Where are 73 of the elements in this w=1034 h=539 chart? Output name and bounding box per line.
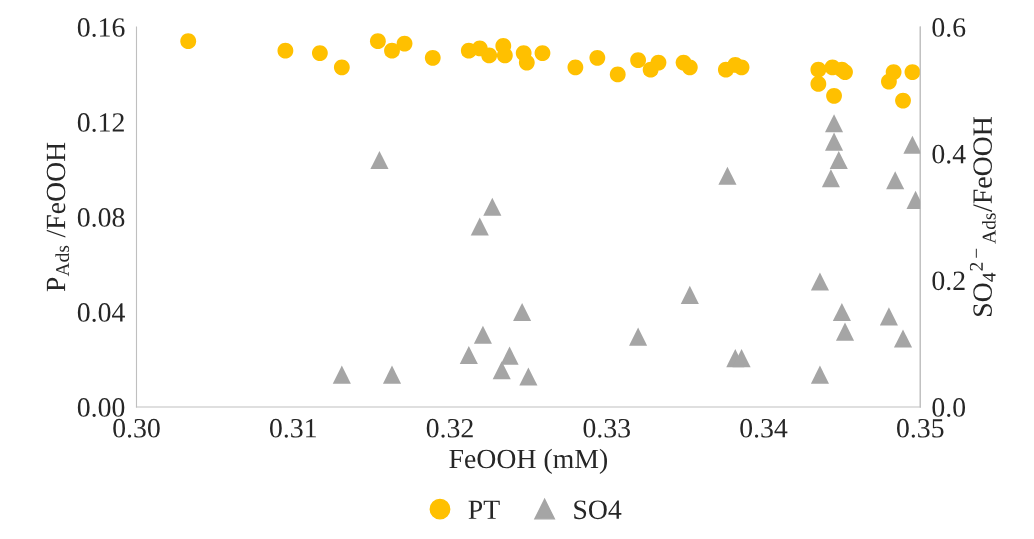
x-tick-label: 0.35 bbox=[897, 418, 944, 438]
point bbox=[496, 47, 513, 64]
point bbox=[500, 346, 519, 365]
y-tick-label: 0.16 bbox=[77, 18, 125, 37]
y2-tick-label: 0.0 bbox=[932, 398, 966, 417]
point bbox=[332, 365, 351, 384]
point bbox=[879, 307, 898, 326]
point bbox=[824, 114, 844, 133]
point bbox=[567, 59, 584, 76]
point bbox=[369, 33, 386, 50]
point bbox=[681, 59, 698, 76]
point bbox=[483, 197, 502, 216]
point bbox=[513, 302, 532, 321]
point bbox=[733, 59, 750, 76]
point bbox=[835, 322, 855, 341]
y-tick-label: 0.08 bbox=[77, 208, 125, 227]
point bbox=[904, 64, 921, 80]
point bbox=[650, 54, 667, 71]
point bbox=[895, 92, 911, 109]
y2-tick-label: 0.4 bbox=[932, 144, 966, 164]
point bbox=[810, 365, 829, 384]
x-tick-label: 0.32 bbox=[426, 418, 473, 438]
point bbox=[333, 59, 350, 76]
point bbox=[311, 45, 328, 61]
y-tick-label: 0.04 bbox=[77, 303, 125, 322]
point bbox=[609, 66, 626, 83]
point bbox=[810, 61, 827, 78]
point bbox=[396, 35, 413, 52]
point bbox=[629, 327, 648, 346]
point bbox=[424, 49, 441, 66]
x-tick-label: 0.33 bbox=[583, 418, 630, 438]
point bbox=[382, 365, 402, 384]
point bbox=[810, 76, 827, 92]
point bbox=[732, 349, 751, 368]
point bbox=[680, 285, 699, 304]
point bbox=[824, 132, 844, 151]
y2-axis-title: SO$_{4}$$^{2−}$$_{Ads}$/FeOOH bbox=[969, 117, 996, 316]
point bbox=[903, 135, 921, 154]
y-axis-title: P$_{Ads}$ /FeOOH bbox=[46, 142, 70, 292]
point bbox=[534, 45, 551, 61]
x-tick-label: 0.31 bbox=[270, 418, 316, 438]
point bbox=[370, 150, 389, 169]
point bbox=[826, 87, 842, 104]
legend-label: SO4 bbox=[574, 500, 622, 520]
point bbox=[481, 47, 498, 64]
point bbox=[470, 217, 489, 236]
point bbox=[180, 33, 197, 50]
point bbox=[630, 52, 647, 69]
point bbox=[886, 171, 905, 190]
point bbox=[810, 272, 829, 291]
y-tick-label: 0.12 bbox=[77, 113, 124, 132]
point bbox=[718, 166, 737, 185]
y2-tick-label: 0.2 bbox=[932, 271, 965, 291]
point bbox=[837, 64, 853, 80]
point bbox=[893, 329, 913, 348]
point bbox=[459, 345, 478, 365]
point bbox=[589, 49, 606, 66]
point bbox=[384, 42, 400, 59]
point bbox=[519, 367, 538, 386]
point bbox=[277, 42, 294, 59]
point bbox=[821, 169, 840, 188]
x-tick-label: 0.30 bbox=[113, 418, 160, 438]
point bbox=[492, 361, 511, 380]
x-axis-title: FeOOH (mM) bbox=[449, 448, 608, 474]
y-tick-label: 0.00 bbox=[77, 398, 125, 417]
y2-tick-label: 0.6 bbox=[932, 18, 966, 37]
point bbox=[829, 150, 848, 169]
point bbox=[518, 54, 535, 71]
point bbox=[473, 325, 492, 344]
legend-label: PT bbox=[468, 500, 500, 519]
point bbox=[885, 64, 902, 80]
x-tick-label: 0.34 bbox=[740, 418, 788, 438]
point bbox=[832, 302, 851, 321]
